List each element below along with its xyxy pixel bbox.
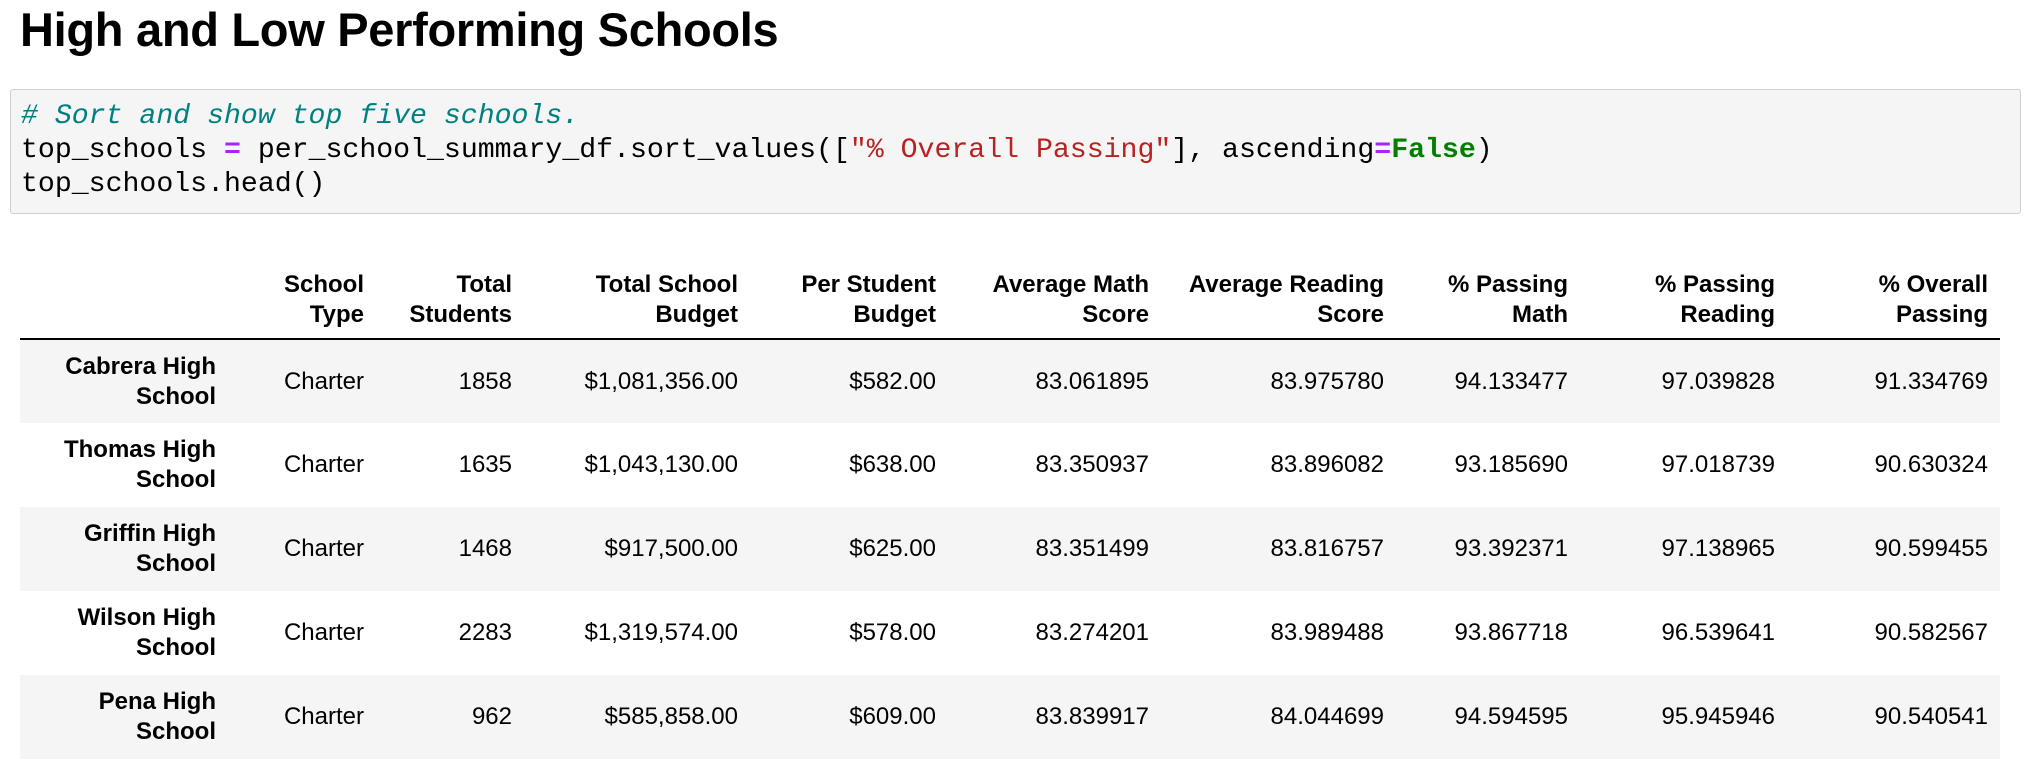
table-cell: $625.00 — [849, 535, 936, 562]
column-header: Total Students — [376, 256, 524, 340]
table-cell: 1858 — [458, 367, 512, 395]
table-row: Thomas High School Charter 1635 $1,043,13… — [20, 423, 2000, 507]
code-head-call: top_schools.head() — [21, 169, 326, 200]
code-variable: top_schools — [21, 135, 208, 166]
table-cell: 962 — [471, 703, 512, 730]
table-cell: 84.044699 — [1270, 703, 1384, 730]
row-index: Cabrera High School — [65, 352, 216, 410]
code-line-head: top_schools.head() — [21, 168, 1493, 202]
row-index: Pena High School — [98, 688, 216, 745]
row-index: Griffin High School — [84, 520, 216, 577]
code-line-sort: top_schools = per_school_summary_df.sort… — [21, 134, 1493, 168]
section-heading: High and Low Performing Schools — [20, 3, 779, 56]
code-kwarg-operator: = — [1374, 135, 1392, 166]
table-cell: 83.061895 — [1035, 367, 1149, 395]
table-cell: 93.392371 — [1454, 535, 1568, 562]
code-close-paren: ) — [1475, 135, 1493, 166]
table-cell: Charter — [283, 367, 364, 395]
dataframe-table: School Type Total Students Total School Bud… — [20, 256, 2000, 759]
table-cell: $1,319,574.00 — [584, 619, 738, 646]
column-header: Total School Budget — [524, 256, 750, 340]
row-index: Thomas High School — [63, 436, 216, 493]
table-cell: 90.540541 — [1874, 703, 1988, 730]
table-cell: 83.274201 — [1035, 619, 1149, 646]
table-cell: Charter — [283, 703, 364, 730]
table-cell: 94.133477 — [1454, 367, 1568, 395]
table-cell: 83.350937 — [1035, 451, 1149, 478]
code-editor[interactable]: # Sort and show top five schools. top_sch… — [21, 100, 1493, 202]
table-row: Pena High School Charter 962 $585,858.00 … — [20, 675, 2000, 759]
table-cell: $917,500.00 — [604, 535, 738, 562]
table-cell: $582.00 — [849, 367, 936, 395]
table-cell: 97.018739 — [1661, 451, 1775, 478]
code-call: per_school_summary_df.sort_values([ — [257, 135, 850, 166]
table-cell: 91.334769 — [1874, 367, 1988, 395]
table-cell: 94.594595 — [1454, 703, 1568, 730]
table-cell: 2283 — [458, 619, 512, 646]
table-cell: 1635 — [458, 451, 512, 478]
table-cell: 83.816757 — [1270, 535, 1384, 562]
code-string: "% Overall Passing" — [849, 135, 1172, 166]
column-header: Average Reading Score — [1161, 256, 1396, 340]
table-cell: 96.539641 — [1661, 619, 1775, 646]
table-cell: 83.839917 — [1035, 703, 1149, 730]
table-cell: 97.039828 — [1661, 367, 1775, 395]
table-cell: 83.975780 — [1270, 367, 1384, 395]
column-header: % Passing Reading — [1580, 256, 1787, 340]
table-cell: 83.989488 — [1270, 619, 1384, 646]
table-cell: $1,043,130.00 — [584, 451, 738, 478]
code-comment: # Sort and show top five schools. — [21, 101, 580, 132]
row-index: Wilson High School — [77, 604, 216, 661]
code-assign-operator: = — [224, 135, 241, 166]
index-header — [20, 256, 228, 340]
table-row: Cabrera High School Charter 1858 $1,081,3… — [20, 339, 2000, 423]
table-header-row: School Type Total Students Total School Bud… — [20, 256, 2000, 340]
table-cell: Charter — [283, 451, 364, 478]
column-header: Average Math Score — [948, 256, 1161, 340]
table-cell: 90.599455 — [1874, 535, 1988, 562]
code-call-args: ], ascending — [1171, 135, 1375, 166]
table-cell: Charter — [283, 535, 364, 562]
table-cell: Charter — [283, 619, 364, 646]
table-cell: 83.896082 — [1270, 451, 1384, 478]
table-cell: 83.351499 — [1035, 535, 1149, 562]
table-cell: 93.867718 — [1454, 619, 1568, 646]
table-cell: $585,858.00 — [604, 703, 738, 730]
table-cell: $578.00 — [849, 619, 936, 646]
table-cell: $638.00 — [849, 451, 936, 478]
table-cell: $1,081,356.00 — [584, 367, 738, 395]
table-cell: 93.185690 — [1454, 451, 1568, 478]
column-header: School Type — [228, 256, 376, 340]
table-cell: 90.630324 — [1874, 451, 1988, 478]
table-row: Wilson High School Charter 2283 $1,319,57… — [20, 591, 2000, 675]
code-keyword: False — [1391, 135, 1476, 166]
code-cell[interactable]: # Sort and show top five schools. top_sch… — [10, 89, 2021, 214]
table-cell: 95.945946 — [1661, 703, 1775, 730]
code-line-comment: # Sort and show top five schools. — [21, 100, 1493, 134]
table-cell: $609.00 — [849, 703, 936, 730]
column-header: % Overall Passing — [1787, 256, 2000, 340]
table-row: Griffin High School Charter 1468 $917,500… — [20, 507, 2000, 591]
table-cell: 97.138965 — [1661, 535, 1775, 562]
table-cell: 90.582567 — [1874, 619, 1988, 646]
column-header: Per Student Budget — [750, 256, 948, 340]
table-cell: 1468 — [458, 535, 512, 562]
column-header: % Passing Math — [1396, 256, 1580, 340]
